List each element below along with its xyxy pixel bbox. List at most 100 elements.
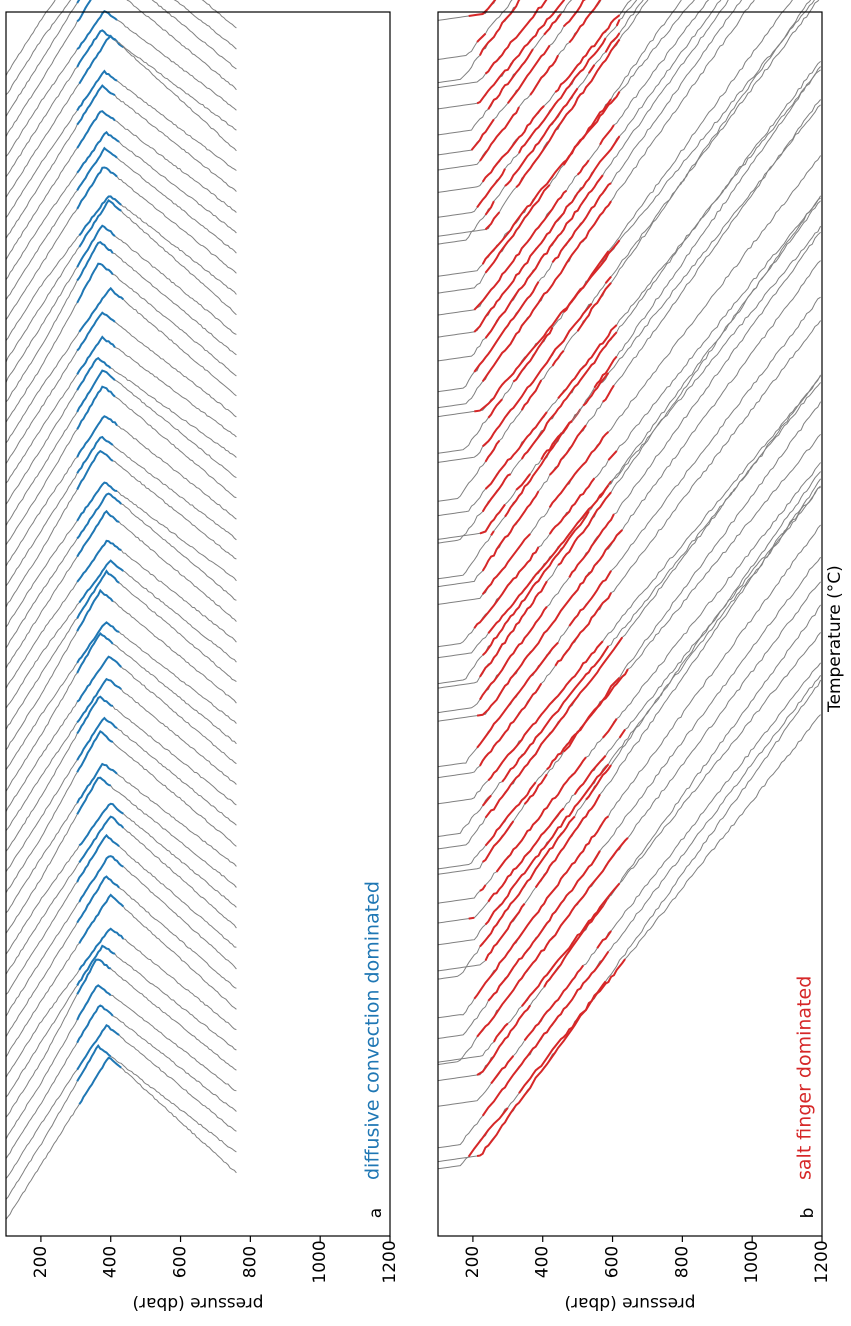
highlight-segment	[520, 379, 543, 411]
highlight-segment	[473, 281, 540, 373]
highlight-segment	[76, 539, 122, 583]
highlight-segment	[78, 802, 124, 847]
highlight-segment	[76, 984, 112, 1021]
pressure-tick-label: 200	[31, 1246, 51, 1278]
highlight-segment	[543, 896, 610, 988]
highlight-segment	[76, 415, 118, 458]
highlight-segment	[484, 174, 604, 339]
highlight-segment	[76, 716, 118, 761]
profile-line	[5, 312, 237, 464]
profile-line	[5, 1024, 237, 1179]
profile-line	[5, 225, 237, 383]
highlight-segment	[523, 964, 585, 1041]
highlight-segment	[493, 1022, 509, 1043]
highlight-segment	[554, 592, 612, 667]
highlight-segment	[76, 481, 118, 522]
highlight-segment	[76, 369, 116, 413]
panel-a-frame	[5, 11, 391, 1237]
highlight-segment	[76, 224, 116, 268]
highlight-segment	[490, 1055, 515, 1085]
highlight-segment	[76, 29, 116, 68]
highlight-segment	[473, 815, 609, 1000]
panel-a-annotation: diffusive convection dominated	[362, 881, 384, 1180]
highlight-segment	[481, 794, 492, 807]
highlight-segment	[78, 815, 125, 863]
highlight-segment	[557, 324, 618, 400]
highlight-segment	[76, 356, 112, 391]
profile-line	[437, 0, 585, 156]
profile-line	[5, 834, 237, 995]
profile-line	[5, 110, 237, 260]
highlight-segment	[602, 384, 615, 403]
highlight-segment	[481, 105, 545, 183]
highlight-segment	[602, 718, 618, 739]
pressure-tick-label: 400	[533, 1246, 553, 1278]
highlight-segment	[481, 91, 621, 265]
highlight-segment	[548, 431, 610, 508]
highlight-segment	[487, 398, 503, 419]
highlight-segment	[487, 48, 534, 110]
profile-line	[5, 131, 237, 280]
highlight-segment	[76, 492, 122, 540]
highlight-segment	[481, 473, 511, 513]
highlight-segment	[76, 240, 114, 282]
profile-line	[5, 656, 237, 812]
highlight-segment	[76, 621, 120, 664]
pressure-tick-label: 1000	[742, 1240, 762, 1283]
highlight-segment	[484, 411, 548, 490]
profile-line	[437, 197, 821, 648]
highlight-segment	[76, 0, 81, 4]
highlight-segment	[76, 69, 118, 112]
highlight-segment	[604, 275, 612, 284]
highlight-segment	[518, 958, 626, 1094]
highlight-segment	[76, 762, 118, 804]
profile-line	[437, 382, 821, 837]
highlight-segment	[479, 606, 548, 701]
highlight-segment	[76, 130, 120, 174]
highlight-segment	[551, 350, 565, 367]
highlight-segment	[479, 682, 543, 767]
highlight-segment	[479, 884, 487, 892]
highlight-segment	[78, 855, 124, 903]
profile-line	[5, 1044, 237, 1200]
highlight-segment	[76, 944, 116, 986]
highlight-segment	[76, 776, 112, 815]
highlight-segment	[78, 1056, 122, 1105]
highlight-segment	[484, 763, 610, 926]
highlight-segment	[476, 32, 487, 43]
profile-line	[437, 486, 821, 946]
profile-line	[437, 0, 644, 245]
highlight-segment	[76, 677, 122, 724]
highlight-segment	[487, 807, 565, 903]
highlight-segment	[484, 0, 548, 75]
profile-line	[5, 1004, 237, 1159]
highlight-segment	[568, 0, 602, 44]
highlight-segment	[518, 37, 607, 154]
highlight-segment	[582, 372, 610, 407]
profile-line	[437, 433, 821, 870]
profile-line	[437, 260, 821, 722]
highlight-segment	[573, 755, 607, 795]
profile-line	[5, 777, 237, 934]
highlight-segment	[476, 0, 566, 105]
highlight-segment	[534, 793, 601, 889]
highlight-segment	[473, 135, 621, 333]
profile-line	[5, 415, 237, 567]
profile-line	[5, 147, 237, 300]
pressure-tick-label: 1000	[310, 1240, 330, 1283]
highlight-segment	[607, 450, 618, 461]
highlight-segment	[576, 159, 590, 176]
highlight-segment	[76, 509, 120, 558]
highlight-segment	[576, 282, 612, 332]
highlight-segment	[76, 569, 120, 619]
profile-line	[5, 370, 237, 526]
highlight-segment	[562, 0, 586, 28]
profile-line	[5, 70, 237, 218]
highlight-segment	[484, 184, 551, 274]
profile-line	[437, 0, 632, 193]
profile-line	[5, 29, 237, 178]
highlight-segment	[548, 477, 596, 535]
highlight-segment	[76, 10, 118, 50]
profile-line	[5, 959, 237, 1118]
